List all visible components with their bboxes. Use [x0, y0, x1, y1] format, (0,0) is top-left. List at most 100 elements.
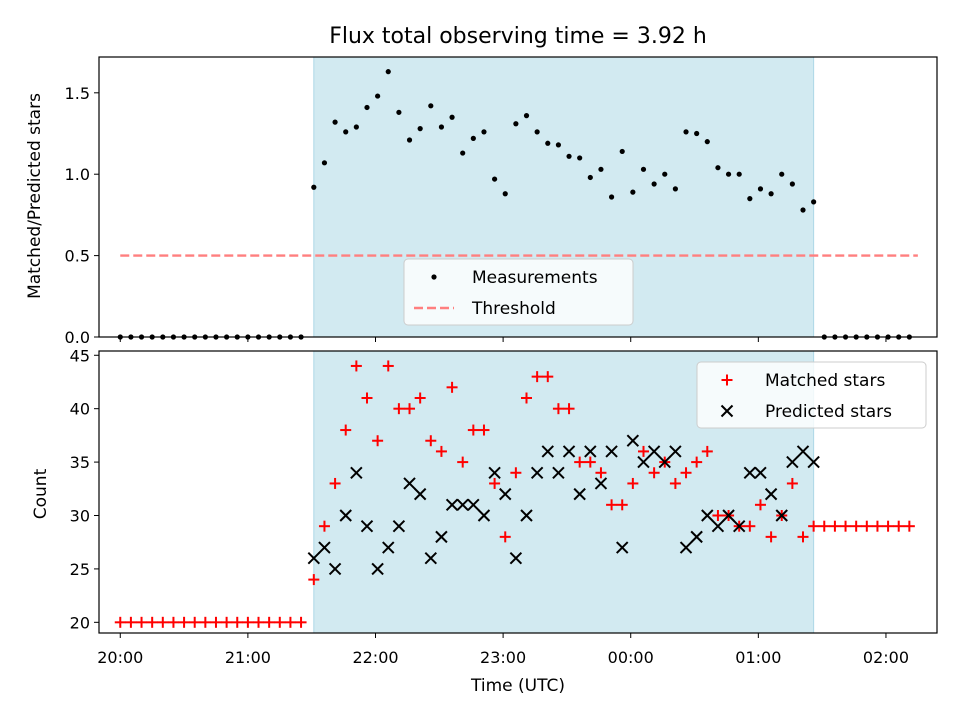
data-point-measurements-65: [811, 199, 817, 205]
bottom-y-tick-label-5: 45: [70, 346, 90, 365]
data-point-predicted-stars-11: [424, 552, 438, 565]
data-point-predicted-stars-13: [445, 498, 459, 512]
data-point-measurements-25: [385, 69, 391, 75]
data-point-predicted-stars-41: [743, 466, 757, 479]
bottom-y-axis-label: Count: [31, 468, 51, 519]
data-point-matched-stars-44: [584, 456, 596, 468]
data-point-matched-stars-14: [263, 616, 275, 628]
data-point-matched-stars-72: [882, 520, 894, 532]
data-point-predicted-stars-15-d2: [467, 498, 480, 512]
data-point-matched-stars-45: [595, 467, 607, 479]
bottom-y-tick-label-4: 40: [70, 400, 90, 419]
data-point-predicted-stars-43-d2: [764, 487, 778, 501]
data-point-predicted-stars-23: [552, 466, 565, 479]
data-point-measurements-63: [789, 181, 795, 187]
data-point-matched-stars-35: [489, 477, 501, 489]
data-point-measurements-27: [406, 137, 413, 143]
data-point-predicted-stars-10: [413, 487, 427, 501]
top-legend: Measurements Threshold: [403, 258, 634, 326]
data-point-matched-stars-16: [284, 616, 296, 628]
data-point-predicted-stars-25-d2: [573, 487, 586, 501]
data-point-predicted-stars-0-d2: [307, 552, 321, 565]
top-legend-marker-measurements: [431, 274, 437, 280]
data-point-measurements-32: [460, 150, 466, 156]
data-point-predicted-stars-39: [722, 509, 735, 522]
bottom-legend-marker-predicted-stars-d2: [720, 404, 734, 418]
data-point-predicted-stars-34-d2: [669, 445, 682, 458]
data-point-matched-stars-42: [563, 403, 575, 415]
top-axes-frame: [98, 56, 938, 338]
data-point-predicted-stars-8-d2: [392, 519, 406, 533]
data-point-measurements-61: [768, 191, 774, 197]
data-point-matched-stars-40: [542, 371, 554, 383]
x-tick-label-0: 20:00: [97, 648, 143, 667]
bottom-y-tick-label-1: 25: [70, 560, 90, 579]
data-point-predicted-stars-6-d2: [371, 562, 384, 576]
data-point-matched-stars-38: [521, 392, 533, 404]
data-point-predicted-stars-36: [690, 530, 703, 544]
data-point-matched-stars-41: [552, 403, 564, 415]
data-point-predicted-stars-6: [371, 562, 384, 576]
data-point-matched-stars-49: [637, 445, 649, 457]
data-point-matched-stars-69: [850, 520, 862, 532]
data-point-predicted-stars-17-d2: [488, 466, 501, 479]
data-point-predicted-stars-32-d2: [647, 445, 661, 458]
x-tick-label-4: 00:00: [608, 648, 654, 667]
data-point-matched-stars-27: [404, 403, 416, 415]
data-point-matched-stars-2: [136, 616, 148, 628]
data-point-predicted-stars-22-d2: [541, 445, 554, 458]
data-point-matched-stars-52: [669, 477, 681, 489]
data-point-predicted-stars-31-d2: [637, 455, 650, 469]
data-point-predicted-stars-38-d2: [711, 519, 725, 533]
data-point-predicted-stars-47-d2: [807, 455, 820, 469]
data-point-matched-stars-11: [231, 616, 243, 628]
data-point-matched-stars-55: [701, 445, 713, 457]
data-point-matched-stars-21: [340, 424, 352, 436]
data-point-measurements-33: [470, 135, 476, 141]
data-point-matched-stars-5: [167, 616, 179, 628]
data-point-matched-stars-74: [903, 520, 915, 532]
data-point-measurements-31: [449, 114, 455, 120]
data-point-predicted-stars-11-d2: [424, 552, 438, 565]
data-point-predicted-stars-18: [499, 487, 512, 501]
data-point-measurements-59: [747, 196, 753, 202]
bottom-legend-label-predicted-stars: Predicted stars: [765, 402, 892, 422]
data-point-predicted-stars-43: [764, 487, 778, 501]
data-point-predicted-stars-1-d2: [318, 541, 331, 554]
data-point-predicted-stars-32: [647, 445, 661, 458]
data-point-predicted-stars-22: [541, 445, 554, 458]
data-point-predicted-stars-44-d2: [775, 509, 788, 522]
data-point-predicted-stars-4-d2: [350, 466, 363, 479]
data-point-predicted-stars-39-d2: [722, 509, 735, 522]
data-point-matched-stars-47: [616, 499, 628, 511]
data-point-predicted-stars-28: [605, 445, 618, 458]
data-point-predicted-stars-15: [467, 498, 480, 512]
data-point-measurements-26: [396, 109, 402, 115]
data-point-matched-stars-48: [627, 477, 639, 489]
data-point-predicted-stars-30: [626, 434, 640, 447]
data-point-matched-stars-64: [797, 531, 809, 543]
data-point-matched-stars-1: [125, 616, 137, 628]
data-point-predicted-stars-3: [339, 509, 352, 522]
data-point-measurements-48: [630, 189, 636, 195]
data-point-matched-stars-9: [210, 616, 222, 628]
bottom-y-tick-label-2: 30: [70, 507, 90, 526]
data-point-predicted-stars-23-d2: [552, 466, 565, 479]
data-point-matched-stars-22: [350, 360, 362, 372]
data-point-measurements-39: [534, 129, 540, 135]
data-point-measurements-51: [662, 171, 668, 177]
data-point-measurements-54: [694, 130, 700, 137]
data-point-matched-stars-19: [318, 520, 330, 532]
data-point-matched-stars-31: [446, 381, 458, 393]
chart-title: Flux total observing time = 3.92 h: [329, 24, 707, 49]
data-point-predicted-stars-19: [509, 552, 523, 565]
data-point-matched-stars-56: [712, 510, 724, 521]
data-point-predicted-stars-42: [754, 466, 767, 479]
data-point-predicted-stars-5: [360, 519, 374, 533]
top-legend-label-measurements: Measurements: [472, 268, 598, 288]
top-legend-label-threshold: Threshold: [471, 299, 556, 319]
data-point-predicted-stars-16-d2: [477, 509, 491, 522]
data-point-matched-stars-37: [510, 467, 522, 479]
data-point-predicted-stars-12-d2: [435, 530, 448, 544]
data-point-matched-stars-67: [829, 520, 841, 532]
